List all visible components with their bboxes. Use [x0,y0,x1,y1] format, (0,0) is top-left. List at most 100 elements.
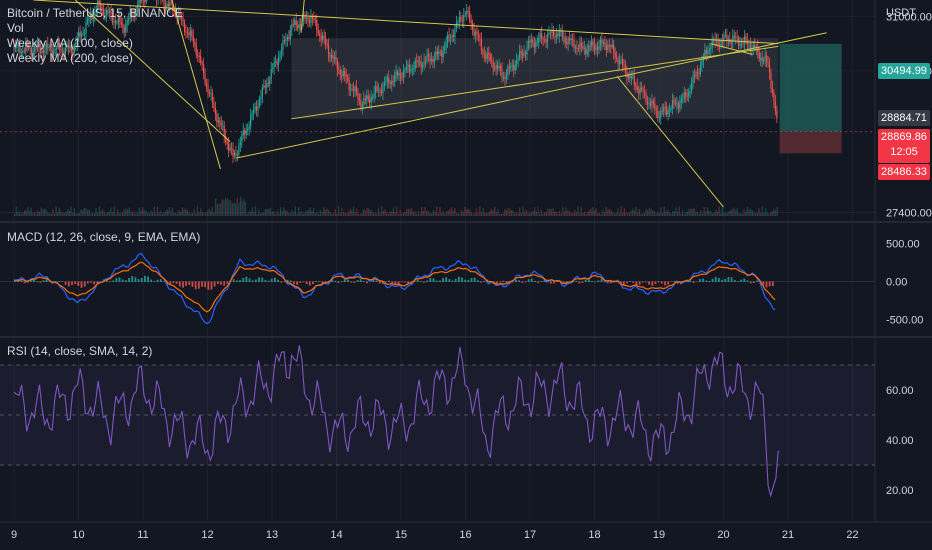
candle-body [535,41,537,48]
candle-body [454,28,456,37]
volume-bar [475,208,478,216]
volume-bar [361,213,363,216]
volume-bar [17,212,19,216]
volume-bar [465,209,468,216]
volume-bar [558,210,561,216]
macd-histogram-bar [610,281,612,284]
candle-body [532,39,534,44]
volume-bar [489,211,491,216]
volume-bar [407,208,409,216]
symbol-title[interactable]: Bitcoin / TetherUS, 15, BINANCE [7,6,183,20]
candle-body [169,2,171,7]
volume-bar [396,206,398,216]
weekly-ma-200-label[interactable]: Weekly MA (200, close) [7,51,133,65]
candle-body [373,92,375,97]
rsi-label[interactable]: RSI (14, close, SMA, 14, 2) [7,344,153,358]
volume-bar [30,207,32,216]
volume-bar [213,212,215,216]
candle-body [33,47,36,52]
candle-body [632,75,634,77]
macd-histogram-bar [280,281,283,283]
candle-body [247,128,249,131]
candle-body [325,37,327,44]
volume-bar [671,211,674,216]
volume-bar [311,210,313,216]
macd-histogram-bar [435,280,438,282]
volume-bar [547,208,549,216]
macd-histogram-bar [496,281,498,285]
volume-bar [718,206,720,216]
volume-bar [145,210,147,216]
candle-body [267,83,269,85]
volume-bar [259,213,262,216]
candle-body [419,61,421,63]
volume-bar [117,209,119,216]
candle-body [480,38,483,50]
candle-body [69,45,71,48]
candle-body [726,34,728,41]
candle-body [304,14,306,20]
macd-histogram-bar [749,281,752,284]
volume-bar [499,213,501,216]
candle-body [661,110,663,112]
macd-histogram-bar [321,281,324,284]
volume-bar [266,208,268,216]
volume-bar [48,213,51,216]
macd-histogram-bar [429,277,432,282]
time-axis-tick: 21 [782,529,794,541]
macd-histogram-bar [188,281,191,285]
macd-label[interactable]: MACD (12, 26, close, 9, EMA, EMA) [7,230,201,244]
macd-histogram-bar [134,277,137,282]
candle-body [596,47,599,50]
volume-bar [705,211,707,216]
candle-body [26,43,28,47]
candle-body [107,9,109,13]
macd-histogram-bar [607,281,609,284]
candle-body [56,47,58,49]
candle-body [452,35,455,37]
candle-body [276,61,278,65]
volume-bar [126,209,129,216]
candle-body [17,45,20,47]
candle-body [520,50,522,54]
candle-body [95,9,97,12]
macd-histogram-bar [207,281,210,290]
volume-bar [500,213,503,216]
candle-body [424,60,427,62]
candle-body [383,82,386,86]
volume-bar [708,210,710,216]
candle-body [557,33,559,37]
time-axis-tick: 11 [137,529,148,541]
volume-bar [112,212,114,216]
volume-bar [557,213,559,216]
volume-bar [402,212,405,216]
candle-body [445,42,447,47]
candle-body [413,68,415,70]
macd-histogram-bar [128,277,130,282]
volume-bar [50,213,52,216]
volume-bar [107,212,109,216]
candle-body [767,61,769,64]
candle-body [226,141,228,145]
macd-histogram-bar [692,281,695,284]
candle-body [223,125,225,136]
candle-body [516,59,518,65]
volume-bar [485,212,488,216]
candle-body [585,47,587,54]
volume-bar [180,211,182,216]
macd-histogram-bar [153,281,156,282]
volume-bar [595,208,597,216]
weekly-ma-100-label[interactable]: Weekly MA (100, close) [7,36,133,50]
candle-body [580,42,582,46]
volume-bar [577,206,579,216]
candle-body [211,92,214,103]
volume-bar [439,206,441,216]
volume-bar [437,213,439,216]
candle-body [94,11,96,17]
candle-body [132,15,134,18]
macd-axis-tick: 0.00 [886,277,907,289]
volume-label[interactable]: Vol [7,21,24,35]
macd-histogram-bar [350,281,352,283]
